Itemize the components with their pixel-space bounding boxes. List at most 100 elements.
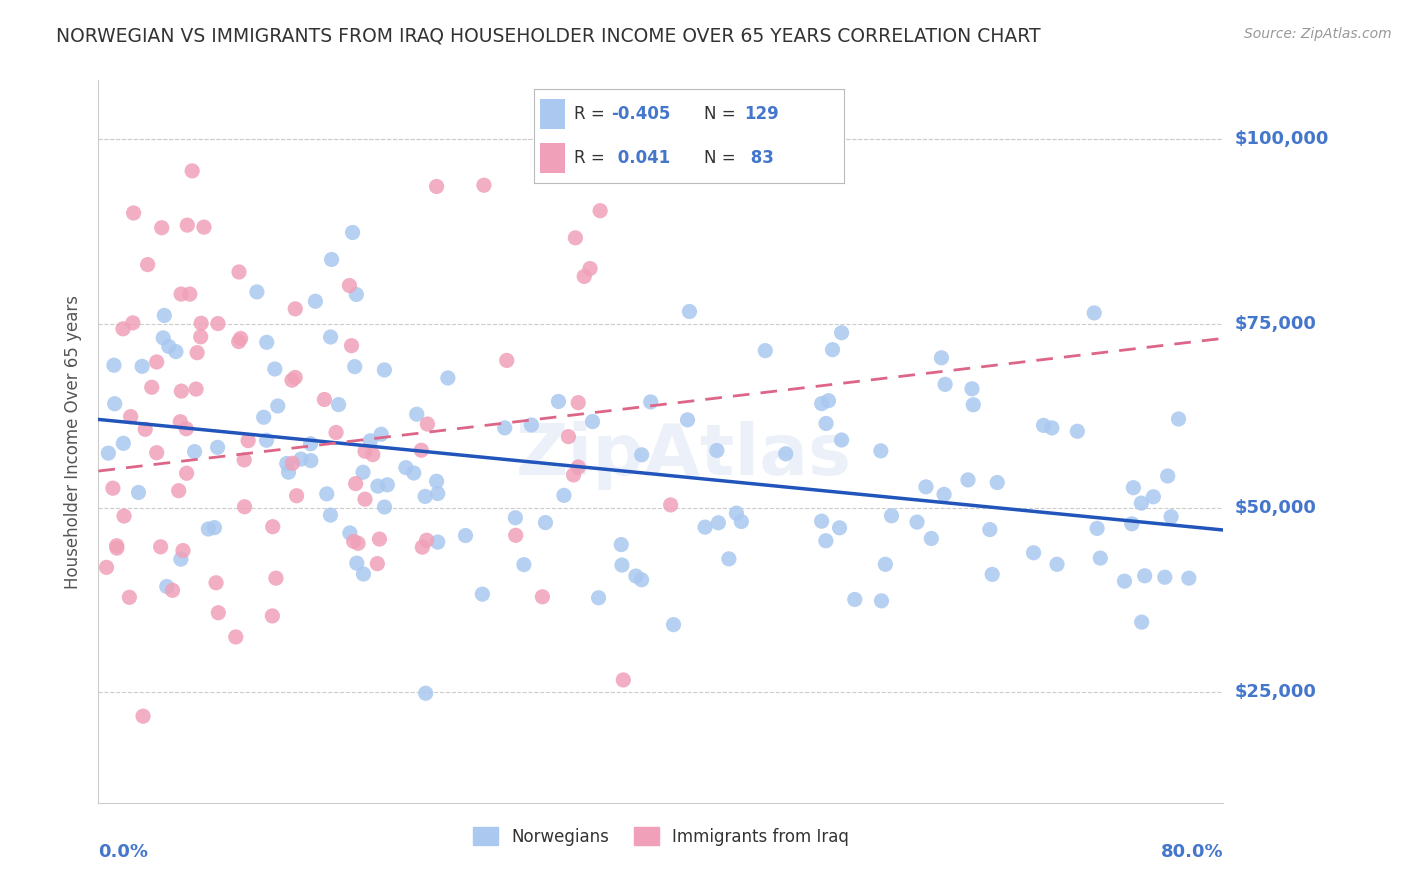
Point (190, 330, 212, 344)
Point (754, 343, 776, 358)
Point (149, 540, 172, 554)
Point (730, 515, 752, 529)
Point (233, 500, 256, 514)
Point (821, 343, 844, 357)
Text: 0.041: 0.041 (612, 149, 669, 167)
Point (134, 422, 156, 436)
Point (564, 231, 586, 245)
Point (1160, 509, 1182, 524)
Point (520, 417, 543, 432)
Point (557, 430, 579, 444)
Point (831, 326, 853, 340)
Point (190, 316, 212, 330)
Point (505, 510, 527, 524)
Point (112, 509, 135, 524)
Point (426, 486, 449, 500)
Point (153, 309, 176, 323)
Point (281, 373, 304, 387)
Point (339, 278, 361, 293)
Point (905, 515, 928, 529)
Point (706, 443, 728, 458)
Point (1046, 558, 1069, 572)
Point (1090, 551, 1112, 566)
Point (276, 457, 298, 471)
Point (574, 269, 596, 284)
Point (111, 322, 134, 336)
Point (170, 287, 193, 301)
Point (986, 475, 1008, 490)
Point (553, 488, 575, 502)
Point (157, 339, 180, 353)
Point (579, 261, 602, 276)
Point (1114, 574, 1136, 588)
Point (167, 483, 190, 498)
Point (1022, 546, 1045, 560)
Point (150, 220, 173, 235)
Point (101, 481, 124, 495)
Point (630, 448, 652, 462)
Point (172, 543, 194, 558)
Point (405, 407, 427, 421)
Point (534, 516, 557, 530)
Point (547, 394, 569, 409)
Point (181, 164, 204, 178)
Point (179, 287, 201, 301)
Point (156, 580, 179, 594)
Point (253, 410, 276, 425)
Point (96, 560, 118, 574)
Point (494, 421, 516, 435)
Point (328, 398, 350, 412)
Point (343, 534, 366, 549)
Point (233, 453, 256, 467)
Point (277, 465, 299, 479)
Point (1133, 569, 1156, 583)
Point (263, 362, 285, 376)
Point (513, 558, 536, 572)
Point (505, 528, 527, 542)
Point (495, 353, 517, 368)
Point (426, 475, 449, 489)
Point (169, 415, 191, 429)
Point (831, 433, 853, 447)
Point (531, 590, 554, 604)
Point (588, 591, 610, 605)
Point (246, 285, 269, 299)
Point (325, 425, 347, 440)
Point (228, 265, 250, 279)
Point (228, 334, 250, 349)
Point (454, 528, 477, 542)
Point (817, 393, 839, 408)
Point (176, 218, 198, 232)
Point (128, 485, 150, 500)
Point (112, 436, 135, 450)
Point (828, 521, 851, 535)
Point (1122, 481, 1144, 495)
Point (630, 573, 652, 587)
Point (678, 304, 700, 318)
Point (170, 384, 193, 398)
Text: 0.0%: 0.0% (98, 843, 149, 861)
Point (870, 594, 893, 608)
Point (314, 392, 336, 407)
Point (281, 456, 304, 470)
Text: 83: 83 (745, 149, 773, 167)
Point (370, 427, 392, 442)
Point (152, 331, 174, 345)
Point (962, 398, 984, 412)
Point (981, 567, 1004, 582)
Point (145, 355, 167, 369)
Point (581, 415, 603, 429)
FancyBboxPatch shape (540, 143, 565, 173)
Point (319, 508, 342, 522)
Legend: Norwegians, Immigrants from Iraq: Norwegians, Immigrants from Iraq (465, 821, 856, 852)
Point (136, 258, 159, 272)
Point (121, 316, 143, 330)
Point (915, 480, 938, 494)
Point (1085, 521, 1108, 535)
Point (411, 540, 433, 554)
Point (304, 294, 326, 309)
Point (659, 498, 682, 512)
Point (471, 587, 494, 601)
Point (352, 567, 374, 582)
Point (236, 434, 259, 448)
